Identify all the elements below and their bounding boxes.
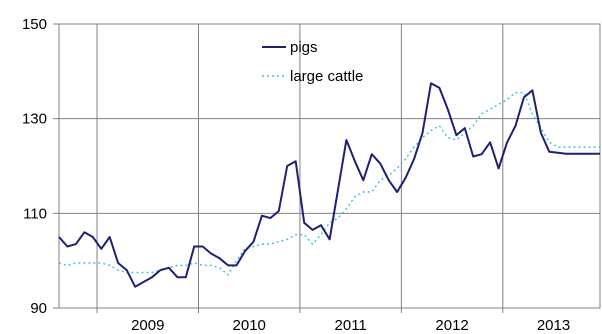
x-tick-label: 2009 xyxy=(131,317,164,334)
series-line-pigs xyxy=(58,82,600,288)
series-lines xyxy=(58,82,600,288)
x-tick-label: 2011 xyxy=(335,317,367,334)
y-tick-label: 150 xyxy=(22,16,47,33)
gridlines xyxy=(59,24,600,313)
y-tick-label: 130 xyxy=(22,111,47,128)
y-tick-label: 110 xyxy=(23,205,47,222)
legend-label-pigs: pigs xyxy=(290,39,318,56)
series-line-large-cattle xyxy=(58,91,600,276)
legend-label-large-cattle: large cattle xyxy=(290,68,363,85)
y-axis-tick-labels: 90 110 130 150 xyxy=(22,16,59,317)
legend: pigs large cattle xyxy=(262,39,363,85)
y-tick-label: 90 xyxy=(30,300,47,317)
plot-area-frame xyxy=(58,23,601,309)
x-tick-label: 2012 xyxy=(435,317,468,334)
x-axis-tick-labels: 2009 2010 2011 2012 2013 xyxy=(131,317,570,334)
x-tick-label: 2013 xyxy=(537,317,570,334)
x-tick-label: 2010 xyxy=(233,317,266,334)
